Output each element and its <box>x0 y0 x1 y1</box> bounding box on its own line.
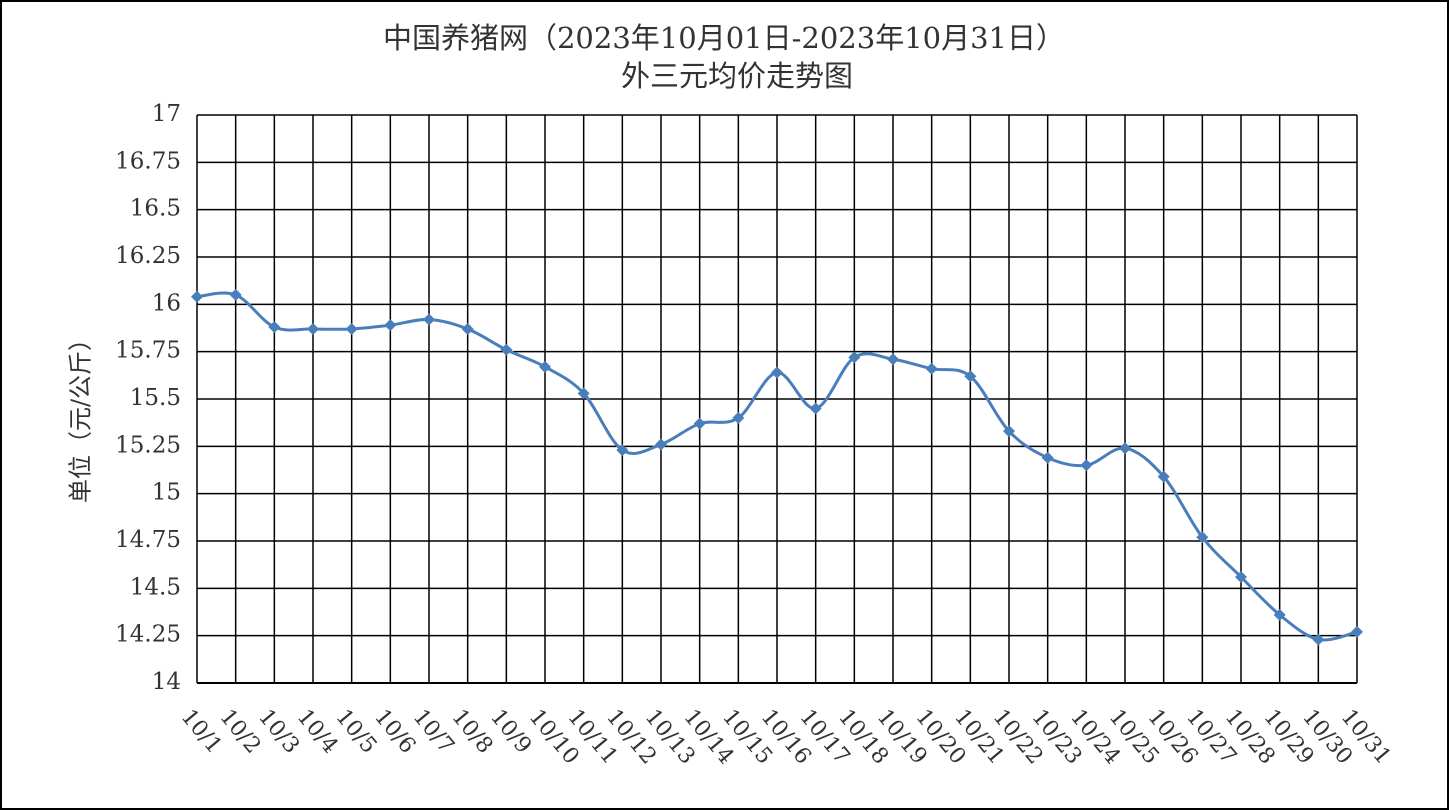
marker <box>345 322 358 335</box>
marker <box>1351 625 1363 638</box>
y-tick-label: 14.75 <box>115 527 181 553</box>
y-tick-label: 15.75 <box>115 338 181 364</box>
marker <box>887 353 899 366</box>
marker <box>655 438 667 451</box>
y-tick-label: 15.25 <box>115 432 181 458</box>
chart-subtitle: 外三元均价走势图 <box>621 59 853 93</box>
chart-title: 中国养猪网（2023年10月01日-2023年10月31日） <box>383 21 1065 55</box>
marker <box>461 322 474 335</box>
marker <box>191 290 203 303</box>
marker <box>1119 442 1131 455</box>
y-tick-label: 16.75 <box>115 148 181 174</box>
marker <box>539 360 551 373</box>
marker <box>732 411 745 424</box>
marker <box>577 387 590 400</box>
marker <box>229 288 242 301</box>
marker <box>848 351 861 364</box>
marker <box>1196 531 1209 544</box>
marker <box>1235 570 1247 583</box>
marker <box>964 370 977 383</box>
marker <box>616 444 629 457</box>
y-tick-label: 14.5 <box>130 574 181 600</box>
y-tick-label: 16.5 <box>130 196 181 222</box>
marker <box>1003 425 1015 438</box>
y-tick-label: 15.5 <box>130 385 181 411</box>
marker <box>693 417 706 430</box>
y-axis-label: 单位（元/公斤） <box>67 327 95 503</box>
marker <box>307 322 319 335</box>
y-tick-label: 14.25 <box>115 622 181 648</box>
marker <box>1273 608 1286 621</box>
marker <box>500 343 513 356</box>
y-tick-label: 15 <box>152 480 181 506</box>
marker <box>384 319 397 332</box>
y-tick-label: 16 <box>152 290 181 316</box>
marker <box>771 366 783 379</box>
y-tick-label: 17 <box>152 101 181 127</box>
y-tick-label: 16.25 <box>115 243 181 269</box>
marker <box>268 321 281 334</box>
y-tick-label: 14 <box>152 669 181 695</box>
marker <box>809 402 822 415</box>
marker <box>925 362 938 375</box>
marker <box>1041 451 1054 464</box>
marker <box>1080 459 1093 472</box>
marker <box>1157 470 1170 483</box>
marker <box>423 313 435 326</box>
marker <box>1312 633 1325 646</box>
